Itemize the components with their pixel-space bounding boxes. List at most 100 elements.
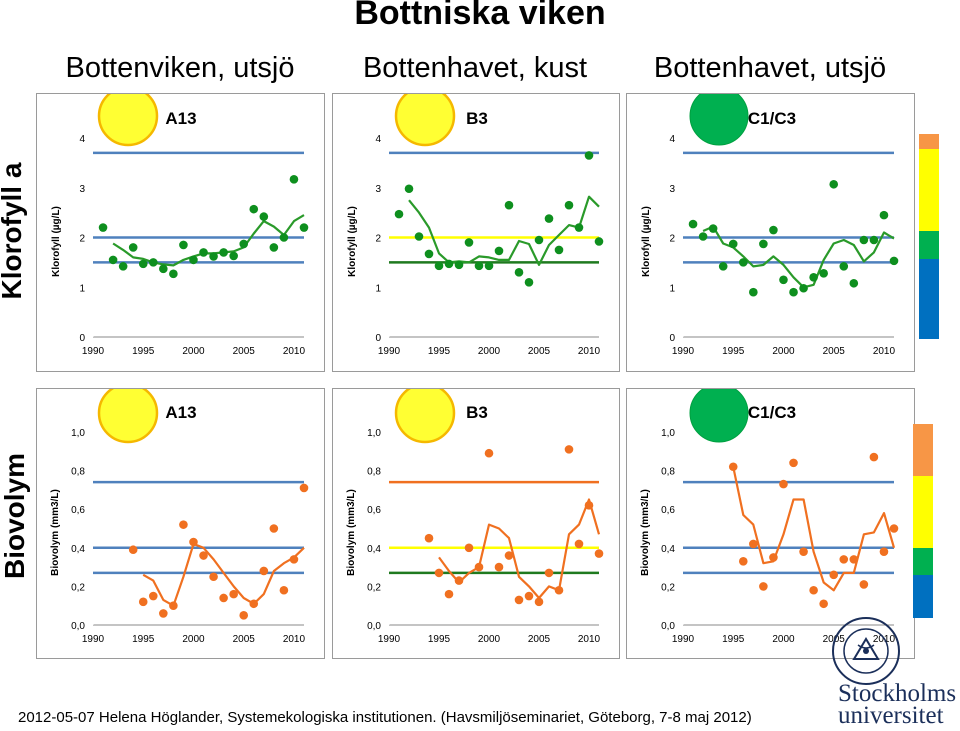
university-seal-icon <box>832 617 900 685</box>
data-point <box>524 591 534 601</box>
data-point <box>474 261 484 271</box>
x-tick-label: 2005 <box>233 634 256 645</box>
data-point <box>239 239 249 249</box>
row-label-biovolym: Biovolym <box>0 452 30 580</box>
x-tick-label: 2005 <box>528 634 551 645</box>
y-tick-label: 2 <box>375 234 381 245</box>
data-point <box>594 549 604 558</box>
x-tick-label: 2010 <box>578 346 601 357</box>
data-point <box>219 248 228 257</box>
page-title: Bottniska viken <box>354 0 606 32</box>
data-point <box>169 269 178 279</box>
chart-panel-klorofyll-b3: 0 1 2 3 4 1990 1995 2000 2005 2010 Klorofyll (µg/L… <box>332 93 620 372</box>
data-point <box>424 249 434 259</box>
trend-line <box>112 214 305 267</box>
data-point <box>229 251 238 261</box>
status-circle-icon <box>394 389 456 444</box>
station-label: C1/C3 <box>748 403 796 422</box>
status-scale-klorofyll <box>919 134 939 339</box>
x-tick-label: 2000 <box>478 634 501 645</box>
data-point <box>708 224 718 233</box>
y-tick-label: 0,0 <box>661 621 675 632</box>
data-point <box>829 179 839 189</box>
data-point <box>554 245 564 255</box>
y-tick-label: 0 <box>79 333 85 344</box>
scale-segment <box>913 424 933 476</box>
scale-segment <box>919 230 939 259</box>
data-point <box>504 551 514 560</box>
y-tick-label: 0,2 <box>661 582 675 593</box>
data-point <box>148 258 158 267</box>
data-point <box>889 256 899 266</box>
trend-line <box>408 195 600 266</box>
data-point <box>584 501 594 510</box>
data-point <box>534 597 544 607</box>
y-tick-label: 0,6 <box>367 505 381 516</box>
data-point <box>209 252 218 261</box>
data-point <box>289 555 299 564</box>
scale-segment <box>919 134 939 149</box>
x-tick-label: 1990 <box>82 346 105 357</box>
y-axis-label: Klorofyll (µg/L) <box>51 206 62 277</box>
chart-panel-biovolym-c1c3: 0,0 0,2 0,4 0,6 0,8 1,0 1990 1995 2000 2005 2010 Bi… <box>626 388 915 659</box>
data-point <box>738 258 748 267</box>
data-point <box>759 239 768 249</box>
data-point <box>189 255 198 265</box>
y-tick-label: 0,8 <box>71 467 85 478</box>
x-tick-label: 1990 <box>82 634 105 645</box>
data-point <box>434 261 444 271</box>
status-scale-biovolym <box>913 424 933 618</box>
data-point <box>424 533 434 543</box>
column-title-bottenhavet-utsjo: Bottenhavet, utsjö <box>653 52 887 84</box>
data-point <box>219 593 228 603</box>
y-tick-label: 0,8 <box>367 467 381 478</box>
data-point <box>514 595 524 605</box>
y-tick-label: 0,6 <box>71 505 85 516</box>
y-axis-label: Biovolym (mm3/L) <box>640 489 651 576</box>
data-point <box>249 204 259 214</box>
data-point <box>404 184 414 194</box>
data-point <box>454 260 464 270</box>
data-point <box>464 238 474 247</box>
x-tick-label: 1990 <box>672 346 695 357</box>
data-point <box>839 555 849 564</box>
data-point <box>299 223 309 232</box>
data-point <box>584 151 594 160</box>
data-point <box>444 259 454 269</box>
data-point <box>138 597 148 607</box>
data-point <box>574 539 584 549</box>
data-point <box>494 562 504 572</box>
x-tick-label: 2010 <box>873 346 896 357</box>
x-tick-label: 2010 <box>578 634 601 645</box>
x-tick-label: 2010 <box>283 634 306 645</box>
data-point <box>128 545 138 555</box>
x-tick-label: 1990 <box>378 634 401 645</box>
x-tick-label: 2005 <box>528 346 551 357</box>
y-tick-label: 0,2 <box>367 582 381 593</box>
data-point <box>809 585 818 595</box>
data-point <box>544 568 554 578</box>
x-tick-label: 1995 <box>722 346 745 357</box>
data-point <box>849 555 859 564</box>
data-point <box>199 248 208 257</box>
data-point <box>789 287 798 297</box>
y-tick-label: 4 <box>79 134 85 145</box>
data-point <box>249 599 259 609</box>
logo-text-universitet: universitet <box>838 702 944 729</box>
data-point <box>839 262 849 271</box>
y-tick-label: 1 <box>79 283 85 294</box>
data-point <box>514 268 524 277</box>
data-point <box>879 210 889 220</box>
data-point <box>594 237 604 246</box>
data-point <box>889 524 899 533</box>
scale-segment <box>913 575 933 618</box>
data-point <box>524 277 534 287</box>
x-tick-label: 1995 <box>722 634 745 645</box>
data-point <box>869 452 879 462</box>
x-tick-label: 2000 <box>182 634 205 645</box>
data-point <box>819 269 828 278</box>
data-point <box>179 240 188 250</box>
x-tick-label: 1995 <box>428 346 451 357</box>
data-point <box>179 520 188 529</box>
data-point <box>199 551 208 560</box>
